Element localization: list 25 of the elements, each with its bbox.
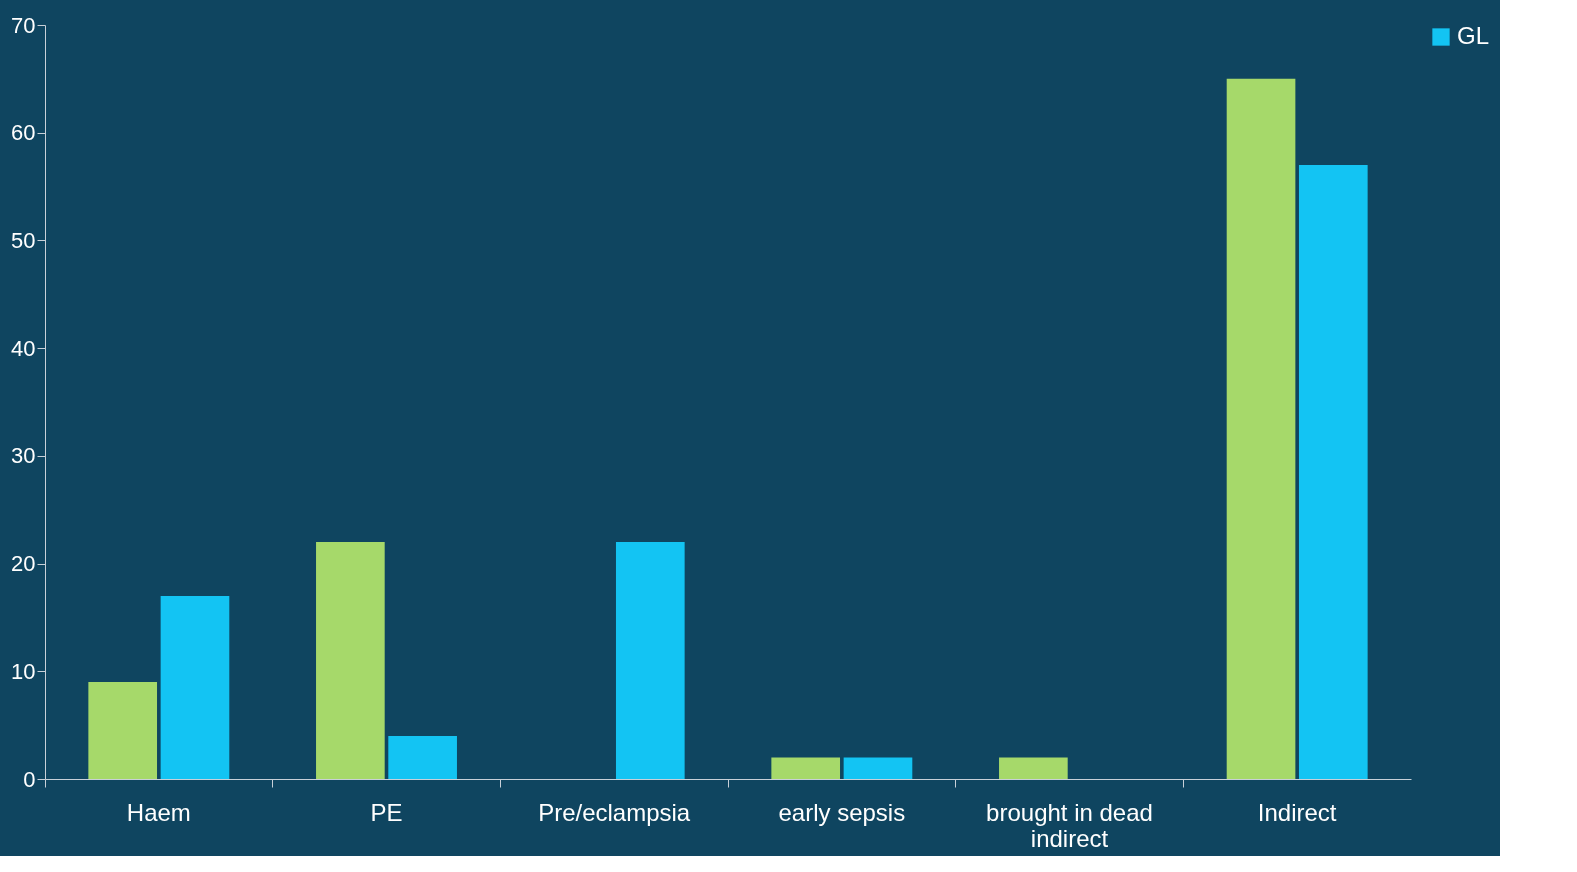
y-tick-label: 60	[11, 120, 36, 146]
x-tick-label: PE	[370, 798, 403, 826]
y-tick-label: 70	[11, 12, 36, 38]
bar	[999, 757, 1068, 779]
bar	[160, 595, 230, 779]
y-tick-label: 0	[23, 766, 36, 792]
x-tick-label: brought in dead indirect	[986, 798, 1153, 852]
bar	[843, 757, 913, 779]
y-tick-label: 50	[11, 227, 36, 253]
y-tick-label: 10	[11, 658, 36, 684]
bar	[1226, 78, 1296, 779]
bar	[1298, 165, 1368, 779]
bar	[88, 682, 158, 779]
bar	[771, 757, 841, 779]
y-tick-label: 20	[11, 551, 36, 577]
y-tick-label: 40	[11, 335, 36, 361]
legend-label: GL	[1457, 22, 1490, 49]
x-tick-label: Indirect	[1257, 798, 1337, 826]
x-tick-label: early sepsis	[778, 798, 906, 826]
bar	[316, 542, 385, 779]
x-tick-label: Pre/eclampsia	[538, 798, 691, 826]
y-tick-label: 30	[11, 443, 36, 469]
bar	[388, 735, 457, 779]
x-tick-label: Haem	[126, 798, 191, 826]
bar	[615, 542, 685, 779]
